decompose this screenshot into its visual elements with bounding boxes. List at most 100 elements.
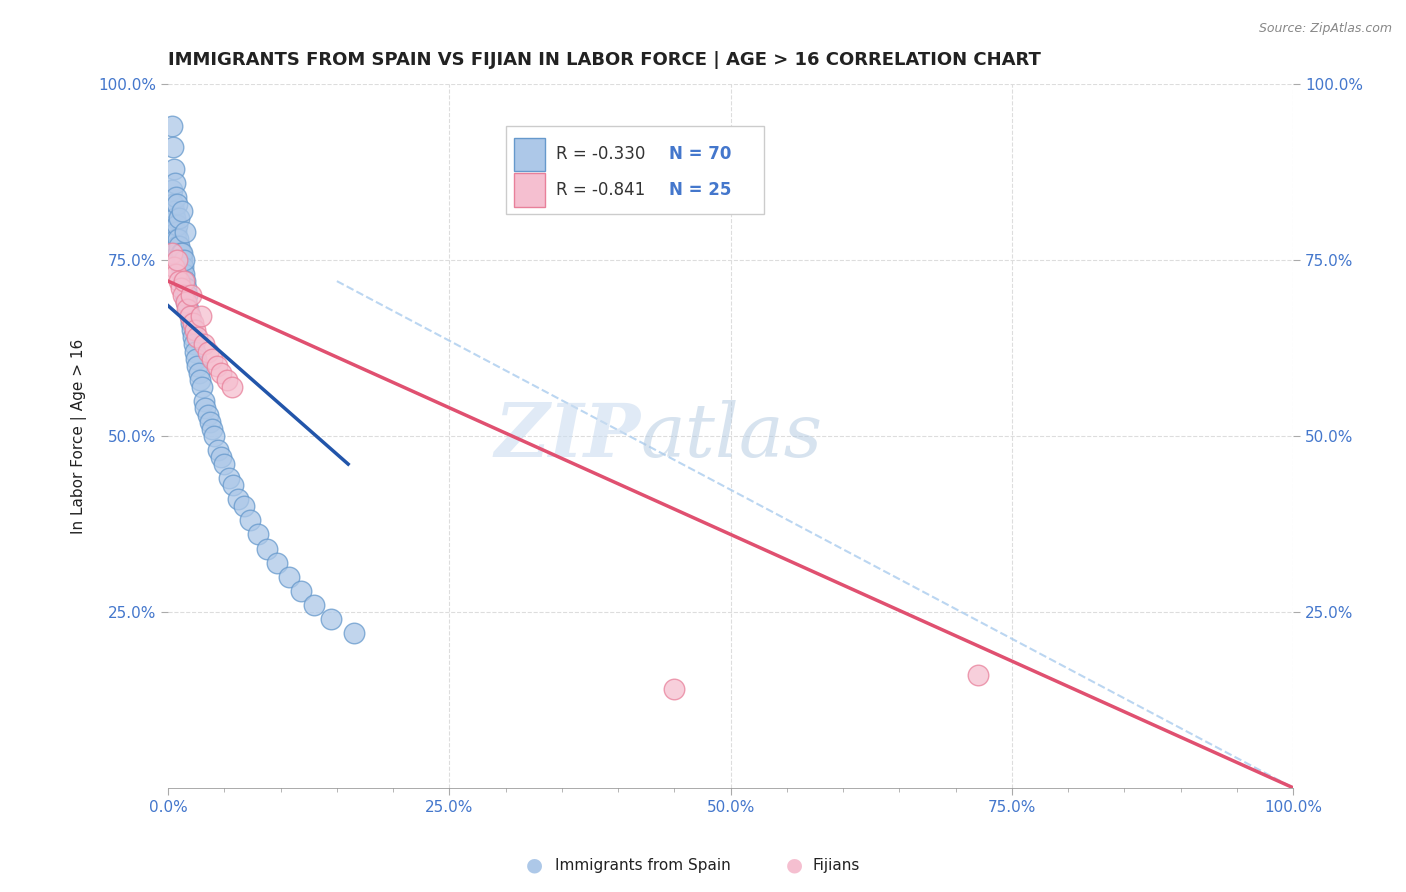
Point xyxy=(214,457,236,471)
Point xyxy=(173,274,195,288)
Point xyxy=(256,541,278,556)
Text: ●: ● xyxy=(526,855,543,875)
Point xyxy=(201,351,224,366)
Point xyxy=(174,288,197,302)
Point xyxy=(193,337,215,351)
Point xyxy=(343,626,366,640)
Point xyxy=(277,569,299,583)
Point xyxy=(162,140,184,154)
Point xyxy=(169,246,191,260)
Point xyxy=(173,267,195,281)
Text: R = -0.330: R = -0.330 xyxy=(557,145,645,163)
Y-axis label: In Labor Force | Age > 16: In Labor Force | Age > 16 xyxy=(72,338,87,533)
Point xyxy=(191,380,214,394)
Point xyxy=(186,351,208,366)
Point xyxy=(967,668,990,682)
Point xyxy=(209,366,232,380)
Point xyxy=(215,373,238,387)
Text: N = 25: N = 25 xyxy=(669,181,731,199)
Text: ●: ● xyxy=(786,855,803,875)
Point xyxy=(167,246,190,260)
Point xyxy=(163,218,186,232)
Point xyxy=(169,260,191,274)
Point xyxy=(266,556,288,570)
Text: atlas: atlas xyxy=(641,400,823,472)
Point xyxy=(166,239,188,253)
Point xyxy=(179,310,201,324)
Point xyxy=(169,239,191,253)
Point xyxy=(174,295,197,310)
Text: Immigrants from Spain: Immigrants from Spain xyxy=(555,858,731,872)
Point xyxy=(172,274,194,288)
Point xyxy=(160,246,183,260)
Point xyxy=(247,527,270,541)
Point xyxy=(160,120,183,134)
Point xyxy=(167,232,190,246)
Point xyxy=(222,478,245,492)
Point xyxy=(166,253,188,268)
Point xyxy=(176,288,198,302)
Point xyxy=(166,218,188,232)
Point xyxy=(172,260,194,274)
Point xyxy=(207,442,229,457)
Point xyxy=(163,203,186,218)
Point xyxy=(290,583,312,598)
Point xyxy=(169,274,191,288)
Point xyxy=(186,330,208,344)
Point xyxy=(184,344,207,359)
Point xyxy=(187,366,209,380)
Point xyxy=(163,211,186,225)
Point xyxy=(165,190,187,204)
Point xyxy=(190,310,212,324)
Point xyxy=(176,302,198,317)
Point xyxy=(226,492,249,507)
Point xyxy=(169,211,191,225)
Point xyxy=(174,225,197,239)
Point xyxy=(170,246,193,260)
Text: IMMIGRANTS FROM SPAIN VS FIJIAN IN LABOR FORCE | AGE > 16 CORRELATION CHART: IMMIGRANTS FROM SPAIN VS FIJIAN IN LABOR… xyxy=(169,51,1040,69)
Point xyxy=(160,183,183,197)
Point xyxy=(180,323,202,337)
Point xyxy=(218,471,240,485)
Point xyxy=(170,203,193,218)
Point xyxy=(165,232,187,246)
Text: R = -0.841: R = -0.841 xyxy=(557,181,645,199)
Point xyxy=(321,612,343,626)
Point xyxy=(181,317,204,331)
Bar xyxy=(513,137,546,171)
Point xyxy=(181,330,204,344)
Point xyxy=(170,253,193,268)
Point xyxy=(221,380,243,394)
Point xyxy=(664,682,686,697)
Point xyxy=(165,225,187,239)
Point xyxy=(174,274,197,288)
Point xyxy=(169,281,191,295)
Point xyxy=(304,598,326,612)
Point xyxy=(163,161,186,176)
Point xyxy=(232,500,254,514)
Point xyxy=(172,288,194,302)
Point xyxy=(177,302,200,317)
Point xyxy=(198,415,221,429)
Point xyxy=(163,176,186,190)
Point xyxy=(188,373,211,387)
Point xyxy=(202,429,225,443)
FancyBboxPatch shape xyxy=(506,127,765,214)
Point xyxy=(165,267,187,281)
Point xyxy=(184,323,207,337)
Point xyxy=(162,196,184,211)
Point xyxy=(163,260,186,274)
Point xyxy=(170,267,193,281)
Text: Source: ZipAtlas.com: Source: ZipAtlas.com xyxy=(1258,22,1392,36)
Bar xyxy=(513,173,546,207)
Point xyxy=(205,359,228,373)
Point xyxy=(201,422,224,436)
Point xyxy=(239,513,262,527)
Text: ZIP: ZIP xyxy=(495,400,641,472)
Point xyxy=(174,295,197,310)
Point xyxy=(186,359,208,373)
Point xyxy=(173,253,195,268)
Point xyxy=(180,288,202,302)
Point xyxy=(183,337,205,351)
Point xyxy=(209,450,232,464)
